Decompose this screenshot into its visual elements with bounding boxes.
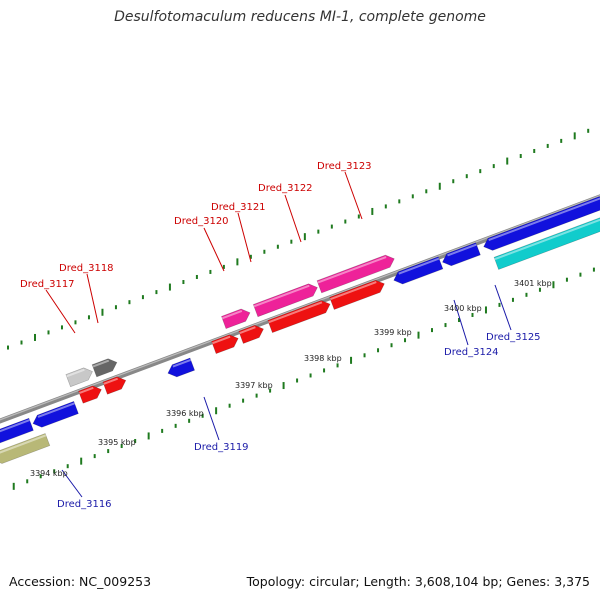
feature-dred-3123 bbox=[329, 279, 385, 310]
feature-dred-3116-highlight bbox=[0, 434, 47, 454]
feature-dred-3122b-highlight bbox=[253, 284, 310, 308]
feature-dred-3117-gray-highlight bbox=[66, 368, 85, 378]
gene-label-dred-3119[interactable]: Dred_3119 bbox=[194, 442, 249, 453]
feature-dred-3116 bbox=[0, 433, 51, 464]
feature-blue-c bbox=[442, 242, 481, 267]
feature-dred-3118-gray-highlight bbox=[92, 359, 110, 368]
leader-dred-3121 bbox=[237, 212, 252, 263]
tick-marks bbox=[7, 128, 595, 490]
scale-label-3400: 3400 kbp bbox=[444, 304, 482, 313]
feature-dred-3121 bbox=[238, 324, 264, 344]
gene-label-dred-3122[interactable]: Dred_3122 bbox=[258, 183, 313, 194]
feature-dred-3123b-highlight bbox=[317, 256, 387, 284]
feature-red-a-highlight bbox=[78, 386, 94, 394]
scale-label-3396: 3396 kbp bbox=[166, 409, 204, 418]
gene-label-dred-3116[interactable]: Dred_3116 bbox=[57, 499, 112, 510]
feature-dred-3122b bbox=[252, 283, 318, 318]
feature-blue-d bbox=[483, 196, 600, 251]
feature-dred-3118-gray bbox=[91, 358, 118, 378]
feature-dred-3119-highlight bbox=[172, 358, 192, 368]
accession-text: Accession: NC_009253 bbox=[9, 574, 152, 589]
gene-label-dred-3118[interactable]: Dred_3118 bbox=[59, 263, 114, 274]
feature-dred-3119 bbox=[167, 357, 195, 378]
feature-dred-3121b-highlight bbox=[221, 309, 243, 320]
label-leader-lines bbox=[45, 171, 512, 498]
leader-dred-3124 bbox=[453, 299, 469, 346]
feature-dred-3124 bbox=[393, 256, 444, 285]
feature-red-b bbox=[102, 376, 127, 395]
feature-dred-3121-highlight bbox=[239, 326, 256, 335]
scale-label-3401: 3401 kbp bbox=[514, 279, 552, 288]
scale-label-3397: 3397 kbp bbox=[235, 381, 273, 390]
feature-dred-3124-highlight bbox=[398, 257, 440, 275]
leader-dred-3116 bbox=[61, 469, 83, 498]
leader-dred-3119 bbox=[203, 396, 220, 441]
feature-blue-a bbox=[0, 417, 34, 444]
feature-dred-3121b bbox=[221, 308, 251, 329]
feature-dred-3122-highlight bbox=[268, 301, 323, 324]
leader-dred-3122 bbox=[284, 194, 302, 243]
scale-label-3395: 3395 kbp bbox=[98, 438, 136, 447]
feature-blue-c-highlight bbox=[447, 243, 477, 257]
feature-dred-3122 bbox=[267, 300, 331, 333]
feature-dred-3123-highlight bbox=[329, 281, 377, 301]
backbone-highlight bbox=[0, 195, 600, 421]
gene-label-dred-3117[interactable]: Dred_3117 bbox=[20, 279, 75, 290]
gene-label-dred-3124[interactable]: Dred_3124 bbox=[444, 347, 499, 358]
feature-blue-a-highlight bbox=[0, 419, 30, 433]
feature-blue-b-highlight bbox=[37, 402, 75, 418]
feature-blue-d-highlight bbox=[488, 197, 600, 241]
feature-dred-3125-highlight bbox=[494, 218, 600, 261]
topology-summary: Topology: circular; Length: 3,608,104 bp… bbox=[246, 574, 590, 589]
feature-dred-3120-highlight bbox=[211, 335, 231, 345]
feature-dred-3117-gray bbox=[65, 367, 93, 388]
leader-dred-3118 bbox=[86, 273, 99, 324]
feature-blue-b bbox=[32, 401, 79, 428]
leader-dred-3117 bbox=[45, 289, 76, 334]
scale-label-3399: 3399 kbp bbox=[374, 328, 412, 337]
feature-dred-3123b bbox=[316, 254, 395, 294]
scale-label-3398: 3398 kbp bbox=[304, 354, 342, 363]
gene-label-dred-3121[interactable]: Dred_3121 bbox=[211, 202, 266, 213]
feature-dred-3120 bbox=[211, 334, 239, 354]
leader-dred-3125 bbox=[494, 284, 512, 331]
leader-dred-3123 bbox=[344, 171, 363, 220]
feature-red-b-highlight bbox=[103, 377, 118, 385]
feature-dred-3125 bbox=[493, 217, 600, 270]
gene-label-dred-3123[interactable]: Dred_3123 bbox=[317, 161, 372, 172]
gene-features bbox=[0, 196, 600, 464]
leader-dred-3120 bbox=[203, 227, 225, 272]
feature-red-a bbox=[78, 385, 102, 404]
gene-label-dred-3120[interactable]: Dred_3120 bbox=[174, 216, 229, 227]
gene-label-dred-3125[interactable]: Dred_3125 bbox=[486, 332, 541, 343]
scale-label-3394: 3394 kbp bbox=[30, 469, 68, 478]
page-title: Desulfotomaculum reducens MI-1, complete… bbox=[114, 9, 486, 25]
